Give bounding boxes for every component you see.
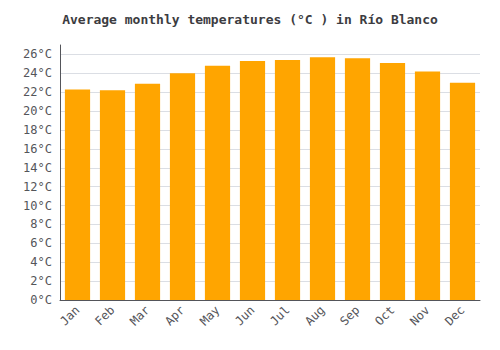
svg-text:May: May [197,303,222,328]
svg-text:Feb: Feb [92,303,117,328]
svg-text:0°C: 0°C [30,293,52,307]
svg-text:6°C: 6°C [30,236,52,250]
svg-text:10°C: 10°C [23,199,52,213]
svg-text:Jun: Jun [232,303,257,328]
svg-text:20°C: 20°C [23,104,52,118]
svg-text:Jan: Jan [57,303,82,328]
svg-text:18°C: 18°C [23,123,52,137]
svg-text:4°C: 4°C [30,255,52,269]
svg-text:Apr: Apr [162,303,187,328]
svg-text:Nov: Nov [407,303,432,328]
svg-text:Jul: Jul [267,303,292,328]
svg-text:Dec: Dec [442,303,467,328]
svg-text:24°C: 24°C [23,66,52,80]
svg-text:Mar: Mar [127,303,152,328]
svg-text:8°C: 8°C [30,217,52,231]
svg-text:Average monthly temperatures (: Average monthly temperatures (°C ) in Rí… [62,12,438,27]
svg-text:14°C: 14°C [23,161,52,175]
svg-text:Aug: Aug [302,303,327,328]
svg-text:16°C: 16°C [23,142,52,156]
svg-text:Oct: Oct [372,303,397,328]
svg-text:2°C: 2°C [30,274,52,288]
svg-text:22°C: 22°C [23,85,52,99]
svg-text:26°C: 26°C [23,47,52,61]
svg-text:12°C: 12°C [23,180,52,194]
svg-text:Sep: Sep [337,303,362,328]
